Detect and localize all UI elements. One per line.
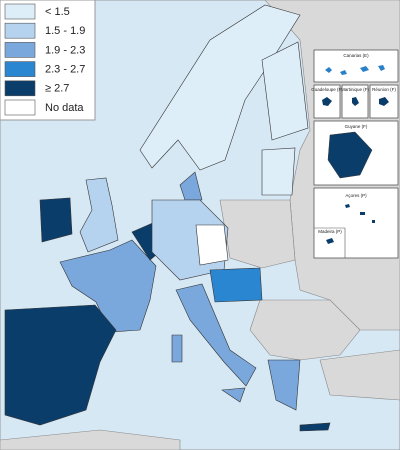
legend-swatch — [4, 80, 36, 97]
baltics — [261, 147, 296, 196]
island — [352, 97, 359, 106]
legend-label: 1.5 - 1.9 — [45, 25, 85, 37]
inset-box — [313, 187, 399, 259]
france — [59, 239, 157, 333]
legend-swatch — [4, 99, 36, 116]
crete — [299, 422, 331, 432]
inset-label: Guyane (F) — [345, 124, 368, 129]
austria-czech — [209, 267, 263, 303]
guyane — [327, 131, 373, 179]
legend: < 1.5 1.5 - 1.9 1.9 - 2.3 2.3 - 2.7 ≥ 2.7 No … — [0, 0, 96, 121]
legend-swatch — [4, 61, 36, 77]
sicily — [221, 387, 246, 403]
germany-east — [195, 224, 229, 266]
island — [345, 204, 375, 223]
island — [379, 97, 389, 106]
legend-swatch — [4, 22, 36, 39]
legend-label: 2.3 - 2.7 — [45, 64, 85, 76]
iberia — [4, 304, 117, 426]
africa — [0, 429, 181, 450]
scandinavia — [139, 4, 301, 171]
inset-label: Açores (P) — [345, 193, 367, 198]
legend-swatch — [4, 3, 36, 20]
central-east — [219, 199, 296, 269]
balkans — [249, 299, 361, 361]
insets: Canarias (E) Guadeloupe (F) Martinique (… — [311, 49, 399, 259]
denmark — [179, 171, 203, 201]
italy — [175, 283, 257, 387]
legend-label: 1.9 - 2.3 — [45, 44, 85, 56]
island — [325, 65, 385, 75]
inset-label: Madeira (P) — [318, 229, 342, 234]
greece — [267, 359, 301, 411]
ireland — [39, 197, 73, 243]
legend-label: ≥ 2.7 — [45, 83, 69, 95]
legend-label: No data — [45, 102, 84, 114]
regions — [4, 4, 331, 432]
island — [326, 238, 334, 244]
island — [322, 97, 332, 106]
turkey — [319, 349, 400, 401]
legend-swatch — [4, 42, 36, 58]
inset-label: Martinique (F) — [341, 87, 370, 92]
finland — [261, 41, 309, 141]
inset-label: Réunion (F) — [372, 87, 396, 92]
sardinia — [171, 334, 183, 363]
legend-label: < 1.5 — [45, 6, 70, 18]
inset-box — [313, 49, 399, 83]
inset-label: Guadeloupe (F) — [311, 87, 343, 92]
inset-label: Canarias (E) — [343, 53, 369, 58]
great-britain — [79, 177, 119, 253]
